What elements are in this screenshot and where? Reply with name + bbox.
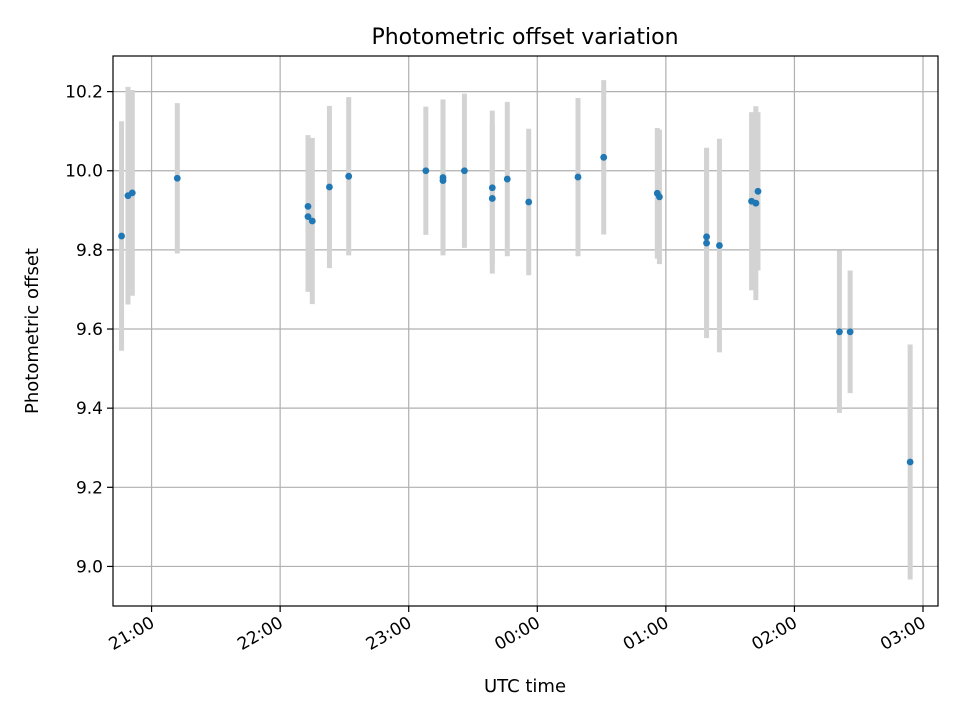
y-tick-label: 9.2 [76, 478, 103, 498]
data-point [656, 193, 663, 201]
data-points [118, 153, 914, 466]
data-point [716, 242, 723, 249]
data-point [488, 184, 496, 192]
data-point [128, 189, 136, 197]
data-point [461, 167, 468, 175]
data-point [488, 195, 496, 202]
data-point [574, 173, 582, 181]
chart-title: Photometric offset variation [371, 25, 678, 50]
data-point [525, 198, 533, 206]
y-tick-label: 9.6 [76, 320, 103, 340]
data-point [600, 153, 608, 161]
y-tick-label: 9.8 [76, 241, 103, 261]
y-tick-label: 10.2 [65, 83, 103, 103]
y-axis-label: Photometric offset [22, 248, 43, 414]
data-point [326, 183, 333, 191]
data-point [846, 328, 854, 336]
data-point [836, 328, 843, 336]
data-point [345, 172, 353, 180]
data-point [422, 167, 430, 175]
plot-frame [112, 55, 939, 607]
data-point [906, 458, 914, 466]
data-point [703, 239, 710, 247]
data-point [703, 233, 710, 241]
data-point [439, 177, 447, 185]
data-point [118, 232, 125, 240]
data-point [754, 187, 762, 195]
data-point [304, 213, 312, 221]
y-tick-label: 9.4 [76, 399, 103, 419]
data-point [308, 217, 316, 225]
data-point [503, 175, 511, 183]
x-axis-label: UTC time [484, 676, 566, 697]
y-tick-label: 9.0 [76, 557, 103, 577]
data-point [304, 202, 312, 210]
y-tick-label: 10.0 [65, 162, 103, 182]
grid-lines [113, 56, 938, 606]
data-point [173, 174, 181, 182]
data-point [752, 199, 760, 207]
